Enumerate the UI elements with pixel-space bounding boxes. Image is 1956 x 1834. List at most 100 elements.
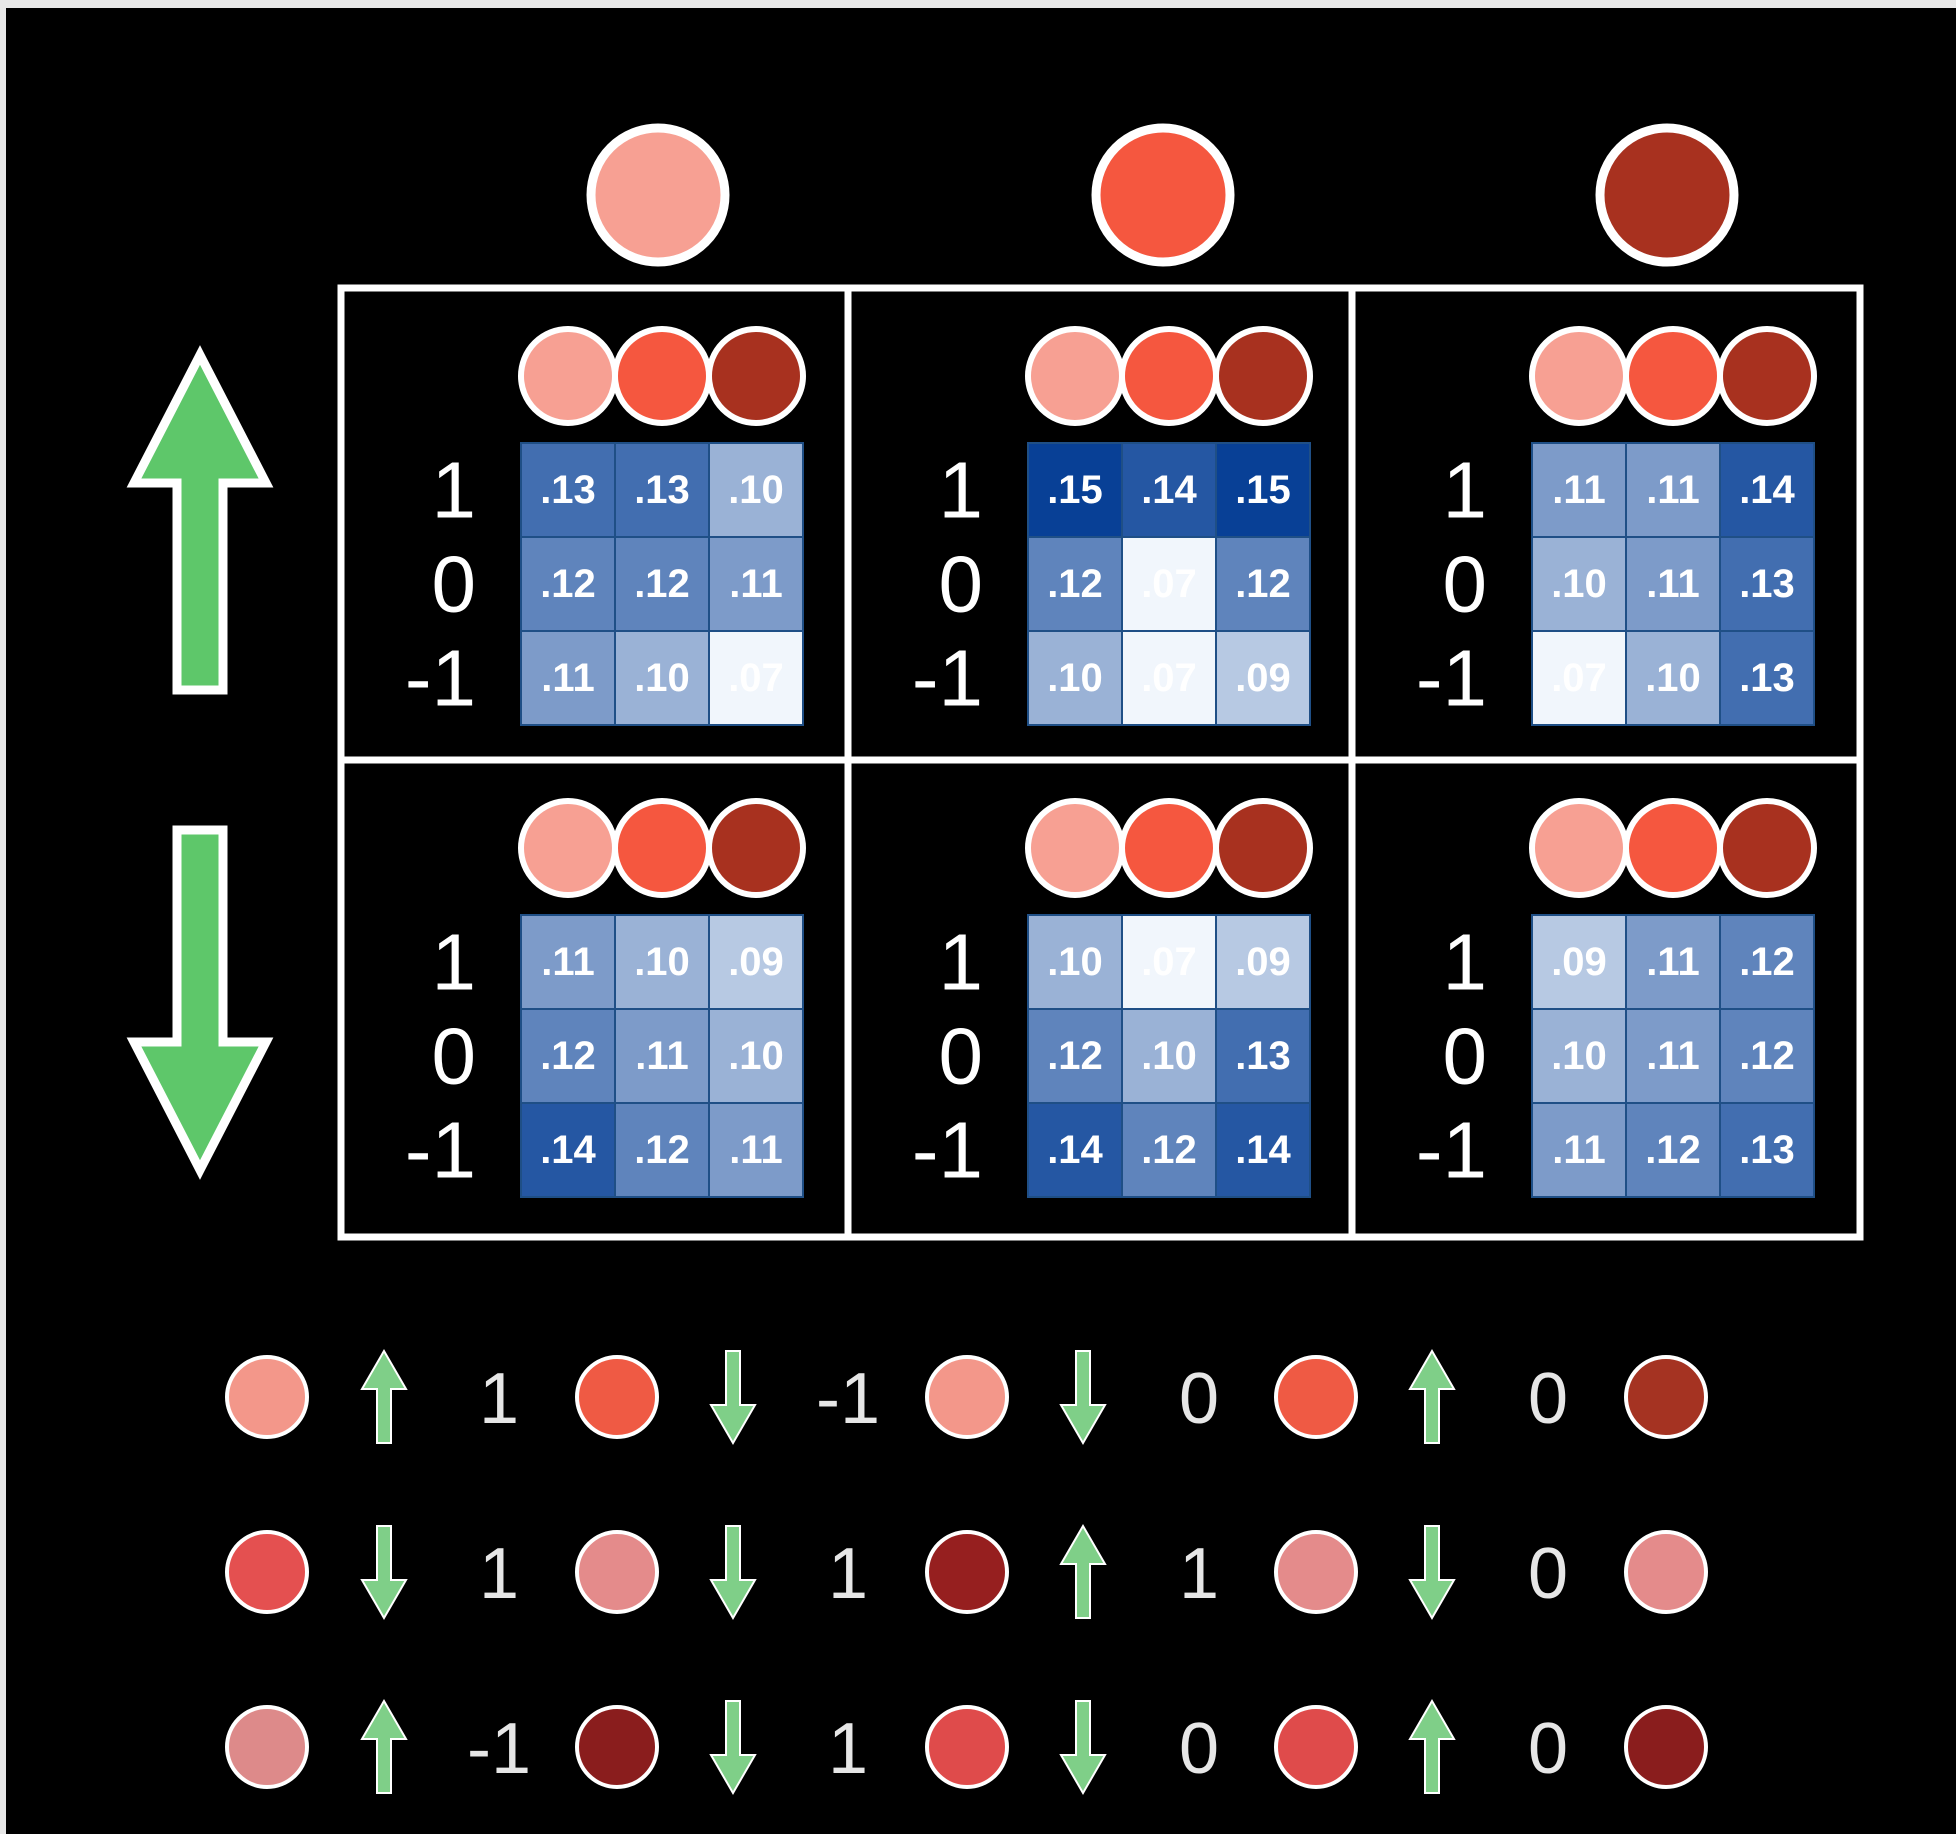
cell-value: .12	[540, 562, 596, 606]
cell-value: .13	[1739, 562, 1795, 606]
cell-value: .14	[540, 1128, 596, 1172]
reward-value: 0	[1528, 1709, 1568, 1789]
reward-value: 1	[479, 1359, 519, 1439]
matrix-cell	[1027, 1008, 1123, 1104]
state-circle	[575, 1530, 659, 1614]
up-arrow-icon	[360, 1699, 408, 1794]
cell-value: .12	[1739, 940, 1795, 984]
down-arrow-icon	[1059, 1700, 1107, 1795]
row-label: 0	[432, 540, 477, 629]
column-circle	[1529, 326, 1629, 426]
cell-value: .09	[1235, 940, 1291, 984]
row-label: 0	[432, 1012, 477, 1101]
reward-value: 0	[1179, 1359, 1219, 1439]
matrix-cell	[614, 914, 710, 1010]
column-circle	[1213, 326, 1313, 426]
cell-value: .10	[1047, 656, 1103, 700]
cell-value: .11	[1646, 1034, 1699, 1078]
state-circle	[225, 1355, 309, 1439]
state-circle	[925, 1705, 1009, 1789]
column-circle	[1529, 798, 1629, 898]
row-label: 1	[1443, 918, 1488, 1007]
panel-r1-c0: 10-1 .11 .10 .09 .12 .11 .10 .14 .12 .11	[405, 798, 806, 1198]
matrix-cell	[520, 630, 616, 726]
state-circle	[225, 1705, 309, 1789]
matrix-cell	[1625, 630, 1721, 726]
row-label: 1	[939, 918, 984, 1007]
matrix-cell	[1121, 1102, 1217, 1198]
column-circle	[1119, 798, 1219, 898]
column-circle	[1213, 798, 1313, 898]
cell-value: .11	[1646, 468, 1699, 512]
cell-value: .11	[635, 1034, 688, 1078]
cell-value: .11	[1552, 1128, 1605, 1172]
matrix-cell	[1121, 914, 1217, 1010]
top-circle-dark	[1595, 123, 1739, 267]
column-circle	[1623, 798, 1723, 898]
matrix-cell	[1215, 536, 1311, 632]
cell-value: .10	[1141, 1034, 1197, 1078]
row-label: 1	[432, 446, 477, 535]
cell-value: .10	[1645, 656, 1701, 700]
row-label: -1	[912, 1106, 983, 1195]
row-label: 0	[939, 540, 984, 629]
state-circle	[1274, 1530, 1358, 1614]
cell-value: .14	[1047, 1128, 1103, 1172]
column-circle	[612, 326, 712, 426]
matrix-cell	[708, 630, 804, 726]
cell-value: .07	[1141, 562, 1197, 606]
row-label: -1	[405, 634, 476, 723]
top-circle-light	[586, 123, 730, 267]
cell-value: .07	[1141, 940, 1197, 984]
matrix-cell	[1719, 1008, 1815, 1104]
matrix-cell	[1121, 442, 1217, 538]
cell-value: .09	[728, 940, 784, 984]
cell-value: .13	[540, 468, 596, 512]
cell-value: .07	[1551, 656, 1607, 700]
reward-value: 1	[1179, 1534, 1219, 1614]
matrix-cell	[520, 442, 616, 538]
matrix-cell	[1531, 914, 1627, 1010]
down-arrow-icon	[1408, 1525, 1456, 1620]
row-label: -1	[1416, 1106, 1487, 1195]
row-label: 0	[1443, 540, 1488, 629]
cell-value: .07	[1141, 656, 1197, 700]
matrix-cell	[1625, 536, 1721, 632]
down-arrow-icon	[1059, 1350, 1107, 1445]
matrix-cell	[1719, 1102, 1815, 1198]
matrix-cell	[1625, 1102, 1721, 1198]
down-arrow-icon	[126, 825, 274, 1180]
cell-value: .13	[1739, 656, 1795, 700]
matrix-cell	[1027, 630, 1123, 726]
matrix-cell	[614, 1102, 710, 1198]
cell-value: .12	[1047, 562, 1103, 606]
column-circle	[1025, 798, 1125, 898]
cell-value: .11	[541, 940, 594, 984]
matrix-cell	[708, 442, 804, 538]
cell-value: .11	[1646, 940, 1699, 984]
up-arrow-icon	[360, 1349, 408, 1444]
row-label: 0	[1443, 1012, 1488, 1101]
cell-value: .12	[1141, 1128, 1197, 1172]
cell-value: .11	[541, 656, 594, 700]
matrix-cell	[1719, 442, 1815, 538]
cell-value: .15	[1047, 468, 1103, 512]
state-circle	[225, 1530, 309, 1614]
column-circle	[706, 798, 806, 898]
sequence-row-2: 1 1 1 0	[225, 1530, 1708, 1614]
state-circle	[575, 1355, 659, 1439]
cell-value: .12	[634, 562, 690, 606]
panel-r1-c1: 10-1 .10 .07 .09 .12 .10 .13 .14 .12 .14	[912, 798, 1313, 1198]
sequence-row-1: 1 -1 0 0	[225, 1355, 1708, 1439]
column-circle	[518, 326, 618, 426]
reward-value: 0	[1528, 1534, 1568, 1614]
cell-value: .13	[1739, 1128, 1795, 1172]
reward-value: -1	[467, 1709, 531, 1789]
sequence-row-3: -1 1 0 0	[225, 1705, 1708, 1789]
row-label: 1	[1443, 446, 1488, 535]
cell-value: .14	[1235, 1128, 1291, 1172]
down-arrow-icon	[709, 1700, 757, 1795]
matrix-cell	[1625, 442, 1721, 538]
column-circle	[706, 326, 806, 426]
column-circle	[1025, 326, 1125, 426]
